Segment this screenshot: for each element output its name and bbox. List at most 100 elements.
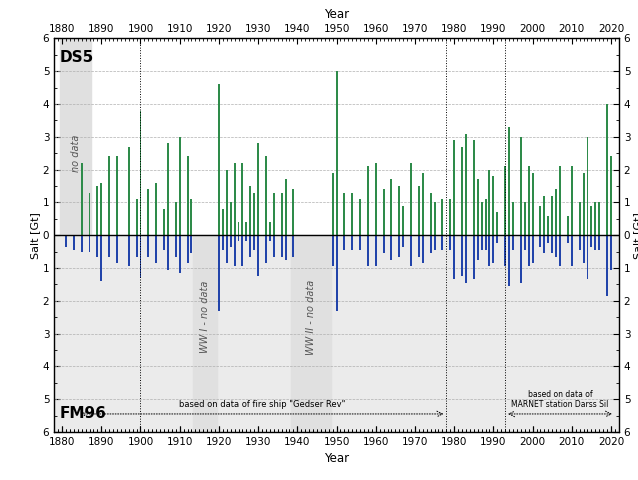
Bar xyxy=(163,209,165,235)
Bar xyxy=(551,196,553,235)
Bar xyxy=(390,235,392,260)
Bar xyxy=(281,192,283,235)
Bar xyxy=(586,137,588,235)
Bar xyxy=(136,199,138,235)
Bar xyxy=(222,209,224,235)
Bar xyxy=(582,235,584,263)
Bar xyxy=(595,235,597,250)
Bar xyxy=(540,205,542,235)
Bar xyxy=(477,180,478,235)
Bar xyxy=(473,140,475,235)
Bar xyxy=(237,235,239,241)
Bar xyxy=(226,235,228,263)
Bar xyxy=(186,235,188,263)
Bar xyxy=(598,235,600,250)
Bar xyxy=(147,235,149,256)
Bar xyxy=(489,169,491,235)
Bar xyxy=(155,183,157,235)
Bar xyxy=(567,235,569,243)
Bar xyxy=(590,205,593,235)
Bar xyxy=(147,189,149,235)
Bar xyxy=(418,186,420,235)
Bar xyxy=(237,222,239,235)
Text: WW I - no data: WW I - no data xyxy=(200,281,210,353)
Bar xyxy=(528,235,530,266)
Bar xyxy=(461,235,463,276)
Bar xyxy=(551,235,553,253)
Bar xyxy=(257,235,259,276)
Bar xyxy=(343,235,345,250)
Bar xyxy=(343,192,345,235)
Bar xyxy=(246,222,248,235)
Bar xyxy=(332,235,334,266)
Bar xyxy=(496,235,498,243)
Bar xyxy=(352,192,353,235)
Bar xyxy=(89,192,91,235)
Text: no data: no data xyxy=(71,134,81,172)
Bar xyxy=(281,235,283,256)
Bar xyxy=(230,203,232,235)
Bar xyxy=(418,235,420,256)
Bar xyxy=(524,203,526,235)
Bar xyxy=(544,196,545,235)
Bar xyxy=(234,235,235,266)
Bar xyxy=(336,71,338,235)
Bar xyxy=(571,235,573,266)
Bar xyxy=(246,235,248,241)
Bar xyxy=(367,235,369,266)
Bar xyxy=(80,235,83,252)
Bar xyxy=(116,235,118,263)
Bar xyxy=(285,235,286,260)
Bar xyxy=(504,167,506,235)
Bar xyxy=(100,235,102,281)
Bar xyxy=(485,199,487,235)
Bar xyxy=(582,173,584,235)
Bar xyxy=(544,235,545,253)
Bar xyxy=(292,189,294,235)
Bar xyxy=(449,199,451,235)
Bar xyxy=(136,235,138,256)
Bar xyxy=(493,176,494,235)
Bar xyxy=(571,167,573,235)
Bar xyxy=(292,235,294,256)
Bar xyxy=(89,235,91,252)
Bar xyxy=(116,156,118,235)
X-axis label: Year: Year xyxy=(324,8,349,21)
Bar xyxy=(586,235,588,279)
Bar xyxy=(352,235,353,250)
Text: WW II - no data: WW II - no data xyxy=(306,279,316,355)
Bar xyxy=(489,235,491,266)
Bar xyxy=(273,192,275,235)
Bar xyxy=(269,235,271,241)
Bar xyxy=(590,235,593,247)
Bar xyxy=(80,163,83,235)
Bar xyxy=(434,203,436,235)
Bar xyxy=(175,235,177,256)
Bar xyxy=(453,140,455,235)
Bar xyxy=(559,235,561,266)
Bar xyxy=(441,199,443,235)
Bar xyxy=(140,110,142,235)
Text: based on data of fire ship "Gedser Rev": based on data of fire ship "Gedser Rev" xyxy=(179,400,345,409)
Bar xyxy=(567,216,569,235)
Bar xyxy=(520,137,522,235)
Bar xyxy=(73,235,75,248)
Bar xyxy=(230,235,232,247)
Bar xyxy=(375,235,376,266)
Bar xyxy=(375,163,376,235)
Bar xyxy=(610,235,612,270)
Bar xyxy=(402,205,404,235)
Bar xyxy=(390,180,392,235)
Bar xyxy=(477,235,478,260)
Bar xyxy=(332,173,334,235)
Bar xyxy=(253,192,255,235)
Bar xyxy=(398,235,400,256)
Bar xyxy=(402,235,404,247)
Bar xyxy=(285,180,286,235)
Bar xyxy=(422,173,424,235)
Bar xyxy=(547,235,549,243)
Bar xyxy=(359,235,361,250)
Bar xyxy=(241,163,244,235)
Bar xyxy=(610,156,612,235)
Bar xyxy=(128,235,130,266)
